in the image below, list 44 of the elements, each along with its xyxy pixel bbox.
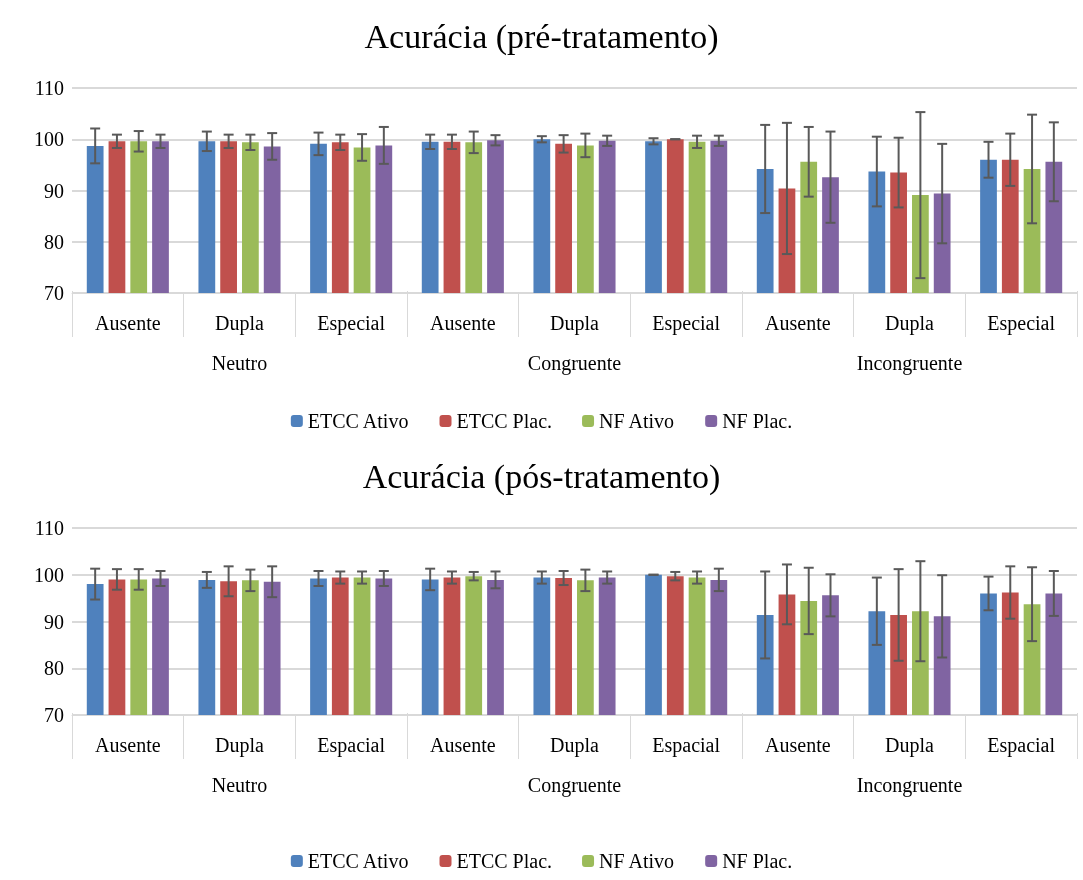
text: Neutro (211, 352, 268, 374)
y-tick-label: 100 (34, 128, 64, 151)
x-tick-label: Ausente (765, 312, 831, 334)
legend-label: NF Plac. (722, 410, 793, 432)
text: Congruente (527, 352, 622, 375)
x-tick-label: Especial (317, 312, 386, 335)
x-tick-label: Dupla (550, 734, 600, 757)
legend-label: NF Ativo (599, 850, 675, 872)
x-tick-label: Ausente (95, 734, 161, 756)
x-tick-label: Especial (987, 312, 1056, 335)
legend-label: ETCC Ativo (307, 410, 409, 432)
x-tick-label: Dupla (885, 312, 935, 335)
x-tick-label: Espacial (987, 734, 1056, 757)
legend-label: ETCC Ativo (307, 850, 409, 872)
x-tick-label: Ausente (95, 312, 161, 334)
y-tick-label: 100 (34, 563, 64, 586)
y-tick-label: 80 (44, 657, 64, 680)
x-tick-label: Ausente (430, 312, 496, 334)
x-tick-label: Ausente (765, 734, 831, 756)
y-tick-label: 90 (44, 610, 64, 633)
x-tick-label: Espacial (652, 734, 721, 757)
y-tick-label: 70 (44, 704, 64, 726)
legend-label: NF Ativo (599, 410, 675, 432)
y-tick-label: 110 (34, 517, 64, 539)
text: Neutro (211, 774, 268, 796)
chart-title: Acurácia (pós-tratamento) (362, 457, 721, 496)
legend-label: ETCC Plac. (456, 410, 553, 432)
x-tick-label: Dupla (885, 734, 935, 757)
text: Incongruente (856, 774, 963, 797)
y-tick-label: 90 (44, 179, 64, 202)
x-tick-label: Espacial (317, 734, 386, 757)
x-tick-label: Ausente (430, 734, 496, 756)
text: Congruente (527, 774, 622, 797)
y-tick-label: 80 (44, 230, 64, 253)
y-tick-label: 70 (44, 282, 64, 304)
y-tick-label: 110 (34, 77, 64, 99)
chart-title: Acurácia (pré-tratamento) (364, 17, 719, 56)
text: Incongruente (856, 352, 963, 375)
x-tick-label: Dupla (215, 312, 265, 335)
x-tick-label: Dupla (215, 734, 265, 757)
x-tick-label: Especial (652, 312, 721, 335)
legend-label: NF Plac. (722, 850, 793, 872)
legend-label: ETCC Plac. (456, 850, 553, 872)
x-tick-label: Dupla (550, 312, 600, 335)
